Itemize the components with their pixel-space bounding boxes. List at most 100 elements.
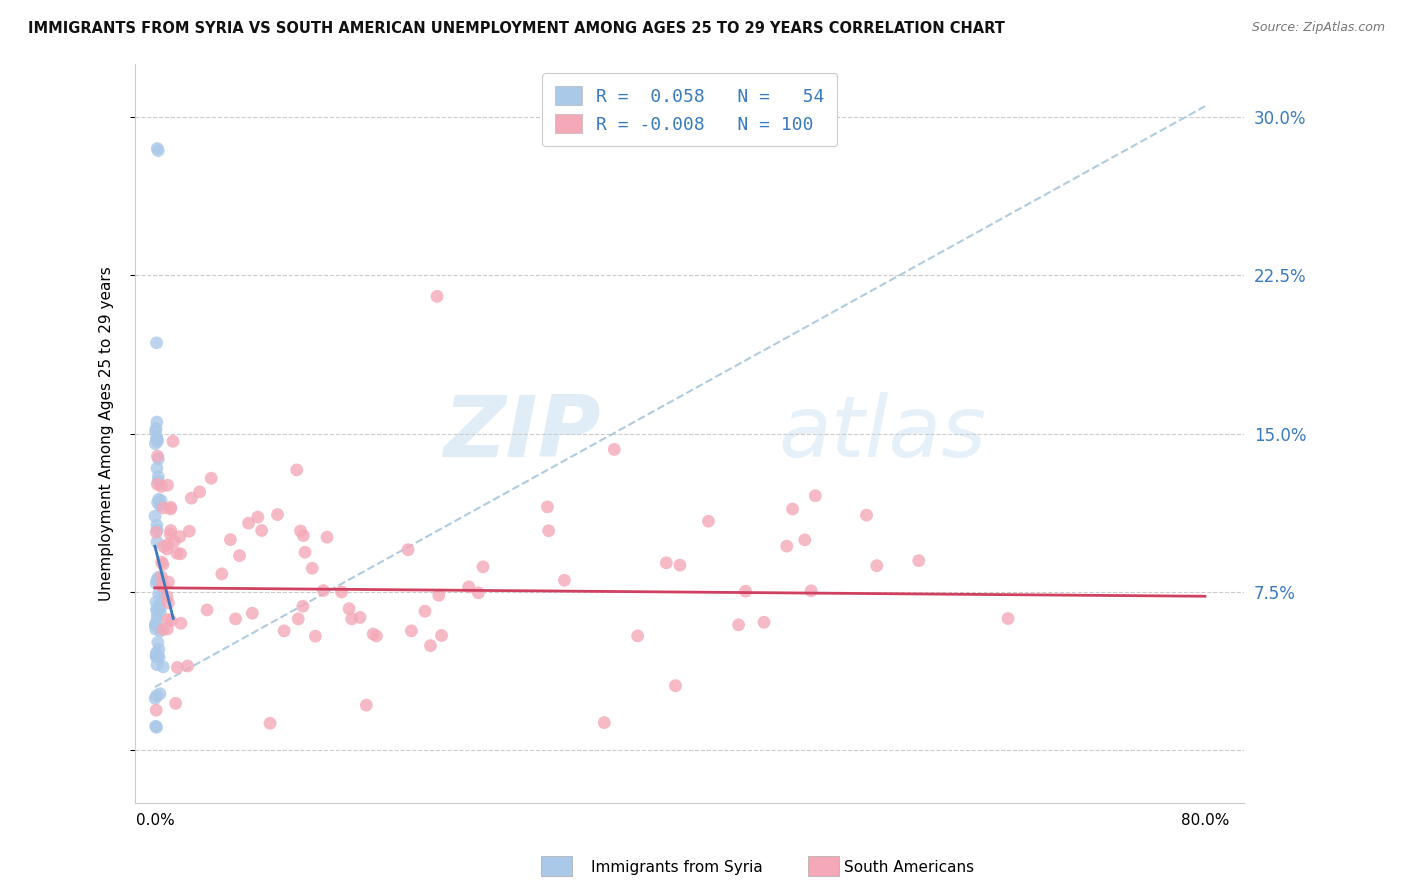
Point (752, 615, 775, 630)
Point (145, 719, 167, 733)
Point (664, 679, 686, 693)
Point (553, 574, 575, 588)
Point (152, 623, 174, 637)
Point (195, 603, 218, 617)
Point (855, 508, 877, 522)
Point (146, 477, 169, 491)
Point (727, 618, 749, 632)
Point (238, 516, 260, 531)
Point (156, 612, 179, 626)
Point (145, 618, 167, 632)
Point (152, 558, 174, 572)
Text: Immigrants from Syria: Immigrants from Syria (591, 860, 762, 874)
Point (145, 689, 167, 703)
Point (166, 546, 188, 560)
Point (159, 527, 181, 541)
Point (148, 642, 170, 657)
Point (266, 508, 288, 522)
Point (176, 659, 198, 673)
Point (536, 500, 558, 514)
Point (145, 646, 167, 660)
Point (165, 697, 187, 711)
Point (156, 622, 179, 636)
Point (655, 556, 678, 570)
Point (467, 586, 489, 600)
Point (396, 542, 419, 557)
Point (146, 144, 169, 158)
Point (150, 555, 173, 569)
Point (145, 335, 167, 350)
Point (148, 599, 170, 613)
Point (146, 602, 169, 616)
Point (997, 611, 1019, 625)
Point (145, 720, 167, 734)
Point (148, 600, 170, 615)
Point (143, 691, 166, 706)
Point (148, 451, 170, 466)
Point (146, 142, 169, 156)
Y-axis label: Unemployment Among Ages 25 to 29 years: Unemployment Among Ages 25 to 29 years (100, 267, 114, 601)
Point (146, 518, 169, 533)
Legend: R =  0.058   N =   54, R = -0.008   N = 100: R = 0.058 N = 54, R = -0.008 N = 100 (543, 73, 838, 146)
Point (240, 606, 263, 620)
Point (148, 492, 170, 507)
Text: South Americans: South Americans (844, 860, 974, 874)
Point (430, 628, 453, 642)
Point (162, 434, 184, 449)
Point (166, 660, 188, 674)
Point (156, 541, 179, 556)
Point (259, 716, 281, 731)
Point (146, 523, 169, 537)
Point (148, 469, 170, 483)
Point (145, 576, 167, 591)
Point (149, 499, 172, 513)
Point (152, 578, 174, 592)
Point (273, 624, 295, 638)
Point (149, 687, 172, 701)
Point (150, 579, 173, 593)
Point (146, 573, 169, 587)
Point (146, 449, 169, 463)
Point (148, 587, 170, 601)
Point (427, 588, 450, 602)
Point (145, 648, 167, 663)
Point (292, 528, 315, 542)
Point (312, 583, 335, 598)
Point (146, 495, 169, 509)
Point (145, 622, 167, 636)
Point (349, 610, 371, 624)
Point (593, 715, 616, 730)
Point (179, 524, 201, 539)
Point (291, 599, 314, 614)
Point (146, 649, 169, 664)
Point (301, 561, 323, 575)
Point (152, 588, 174, 602)
Point (413, 604, 436, 618)
Point (330, 585, 353, 599)
Point (793, 533, 815, 547)
Point (145, 425, 167, 439)
Point (143, 436, 166, 450)
Point (287, 612, 309, 626)
Point (285, 463, 308, 477)
Point (170, 616, 193, 631)
Point (146, 535, 169, 549)
Point (145, 525, 167, 540)
Point (150, 570, 173, 584)
Point (800, 583, 823, 598)
Point (159, 524, 181, 538)
Point (169, 547, 191, 561)
Point (150, 479, 173, 493)
Point (457, 580, 479, 594)
Point (627, 629, 650, 643)
Point (148, 650, 170, 665)
Text: atlas: atlas (779, 392, 987, 475)
Point (734, 584, 756, 599)
Point (225, 612, 247, 626)
Point (145, 703, 167, 717)
Point (159, 500, 181, 515)
Point (188, 484, 211, 499)
Point (152, 660, 174, 674)
Text: IMMIGRANTS FROM SYRIA VS SOUTH AMERICAN UNEMPLOYMENT AMONG AGES 25 TO 29 YEARS C: IMMIGRANTS FROM SYRIA VS SOUTH AMERICAN … (28, 21, 1005, 36)
Point (146, 434, 169, 449)
